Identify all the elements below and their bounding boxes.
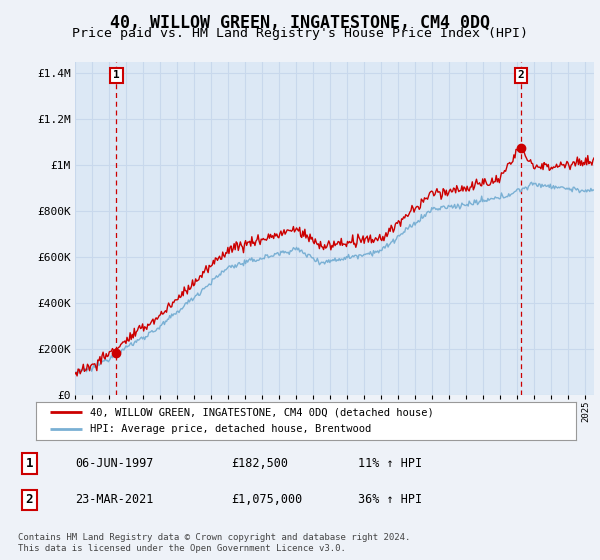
Text: £1,075,000: £1,075,000 bbox=[231, 493, 302, 506]
Text: Contains HM Land Registry data © Crown copyright and database right 2024.
This d: Contains HM Land Registry data © Crown c… bbox=[18, 533, 410, 553]
Text: 2: 2 bbox=[26, 493, 33, 506]
Text: 40, WILLOW GREEN, INGATESTONE, CM4 0DQ (detached house): 40, WILLOW GREEN, INGATESTONE, CM4 0DQ (… bbox=[90, 407, 434, 417]
Text: £182,500: £182,500 bbox=[231, 457, 288, 470]
Text: 23-MAR-2021: 23-MAR-2021 bbox=[76, 493, 154, 506]
Text: 36% ↑ HPI: 36% ↑ HPI bbox=[358, 493, 422, 506]
Text: 06-JUN-1997: 06-JUN-1997 bbox=[76, 457, 154, 470]
Text: 2: 2 bbox=[518, 71, 524, 81]
Text: Price paid vs. HM Land Registry's House Price Index (HPI): Price paid vs. HM Land Registry's House … bbox=[72, 27, 528, 40]
Text: 11% ↑ HPI: 11% ↑ HPI bbox=[358, 457, 422, 470]
Text: 1: 1 bbox=[26, 457, 33, 470]
Text: 40, WILLOW GREEN, INGATESTONE, CM4 0DQ: 40, WILLOW GREEN, INGATESTONE, CM4 0DQ bbox=[110, 14, 490, 32]
Text: 1: 1 bbox=[113, 71, 120, 81]
Text: HPI: Average price, detached house, Brentwood: HPI: Average price, detached house, Bren… bbox=[90, 424, 371, 434]
